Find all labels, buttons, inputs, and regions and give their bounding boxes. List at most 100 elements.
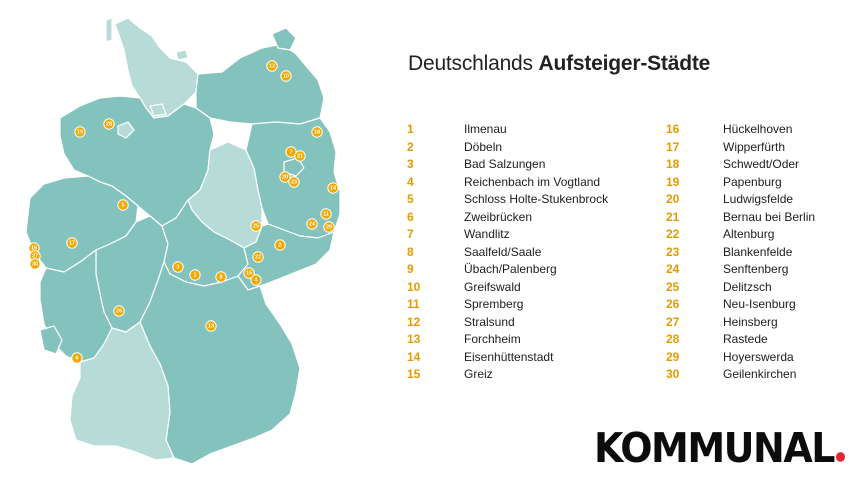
marker-label: 18 xyxy=(314,129,320,135)
marker-label: 26 xyxy=(116,308,122,314)
marker-label: 15 xyxy=(246,270,252,276)
city-marker: 12 xyxy=(266,60,278,72)
city-name: Bernau bei Berlin xyxy=(723,209,816,224)
city-marker: 3 xyxy=(172,261,184,273)
city-marker: 13 xyxy=(205,320,217,332)
marker-dot xyxy=(250,220,262,232)
city-name: Schloss Holte-Stukenbrock xyxy=(464,192,609,206)
marker-dot xyxy=(205,320,217,332)
marker-dot xyxy=(311,126,323,138)
marker-dot xyxy=(327,182,339,194)
marker-dot xyxy=(320,208,332,220)
marker-label: 2 xyxy=(278,242,281,248)
city-marker: 14 xyxy=(327,182,339,194)
rank-number: 16 xyxy=(666,122,680,136)
marker-dot xyxy=(252,251,264,263)
city-name: Eisenhüttenstadt xyxy=(464,349,554,364)
page-title: Deutschlands Aufsteiger-Städte xyxy=(408,52,710,76)
rank-number: 1 xyxy=(407,122,414,136)
marker-label: 17 xyxy=(69,240,75,246)
title-light: Deutschlands xyxy=(408,52,533,75)
marker-dot xyxy=(66,237,78,249)
rank-number: 27 xyxy=(666,314,680,329)
city-marker: 22 xyxy=(252,251,264,263)
logo-dot xyxy=(835,452,845,462)
city-name: Stralsund xyxy=(464,314,515,329)
rank-number: 4 xyxy=(407,174,414,189)
city-marker: 11 xyxy=(320,208,332,220)
city-marker: 5 xyxy=(117,199,129,211)
marker-label: 14 xyxy=(330,185,337,191)
marker-dot xyxy=(117,199,129,211)
marker-label: 1 xyxy=(193,272,196,278)
marker-dot xyxy=(288,176,300,188)
city-marker: 28 xyxy=(103,118,115,130)
rank-number: 11 xyxy=(407,297,420,311)
rank-number: 7 xyxy=(407,227,414,241)
rank-number: 3 xyxy=(407,157,414,171)
city-name: Ilmenau xyxy=(464,122,507,136)
marker-label: 30 xyxy=(32,261,38,267)
city-name: Blankenfelde xyxy=(723,244,793,259)
marker-dot xyxy=(172,261,184,273)
rank-number: 24 xyxy=(666,262,680,276)
rank-number: 26 xyxy=(666,297,680,311)
rank-number: 10 xyxy=(407,279,421,294)
marker-dot xyxy=(279,171,291,183)
city-name: Hoyerswerda xyxy=(723,349,794,364)
marker-dot xyxy=(74,126,86,138)
rank-number: 13 xyxy=(407,332,421,346)
city-marker: 18 xyxy=(311,126,323,138)
city-marker: 4 xyxy=(250,274,262,286)
marker-label: 27 xyxy=(32,253,38,259)
rank-number: 21 xyxy=(666,209,680,224)
city-name: Spremberg xyxy=(464,297,524,311)
city-marker: 10 xyxy=(280,70,292,82)
marker-dot xyxy=(306,218,318,230)
marker-dot xyxy=(280,70,292,82)
city-marker: 26 xyxy=(113,305,125,317)
marker-label: 11 xyxy=(323,211,329,217)
marker-label: 22 xyxy=(255,254,261,260)
rank-number: 5 xyxy=(407,192,414,206)
rank-number: 19 xyxy=(666,174,680,189)
city-name: Saalfeld/Saale xyxy=(464,244,542,259)
city-marker: 1 xyxy=(189,269,201,281)
marker-label: 6 xyxy=(75,355,78,361)
rank-number: 15 xyxy=(407,367,421,381)
island-ruegen xyxy=(271,27,297,51)
marker-label: 24 xyxy=(309,221,316,227)
marker-dot xyxy=(29,258,41,270)
rank-number: 20 xyxy=(666,192,680,206)
rank-number: 17 xyxy=(666,139,680,154)
marker-dot xyxy=(250,274,262,286)
city-marker: 6 xyxy=(71,352,83,364)
city-name: Greiz xyxy=(464,367,493,381)
state-saarland xyxy=(39,325,63,355)
marker-label: 28 xyxy=(106,121,112,127)
marker-dot xyxy=(274,239,286,251)
marker-label: 19 xyxy=(77,129,83,135)
marker-label: 3 xyxy=(176,264,179,270)
marker-label: 13 xyxy=(208,323,214,329)
state-mecklenburg-vorpommern xyxy=(195,43,325,125)
marker-dot xyxy=(113,305,125,317)
marker-label: 20 xyxy=(282,174,288,180)
city-name: Neu-Isenburg xyxy=(723,297,796,311)
kommunal-logo: KOMMUNAL xyxy=(594,424,845,472)
city-markers: 1234567891011121314151617181920212223242… xyxy=(28,60,339,364)
rank-number: 23 xyxy=(666,244,680,259)
city-name: Übach/Palenberg xyxy=(464,262,557,276)
marker-dot xyxy=(189,269,201,281)
marker-dot xyxy=(294,150,306,162)
rank-number: 30 xyxy=(666,367,680,381)
title-bold: Aufsteiger-Städte xyxy=(538,52,711,75)
marker-dot xyxy=(243,267,255,279)
city-marker: 8 xyxy=(215,271,227,283)
rank-number: 9 xyxy=(407,262,414,276)
marker-label: 7 xyxy=(289,149,292,155)
rank-number: 28 xyxy=(666,332,680,346)
federal-states xyxy=(25,17,341,465)
marker-label: 10 xyxy=(283,73,289,79)
marker-label: 23 xyxy=(291,179,297,185)
